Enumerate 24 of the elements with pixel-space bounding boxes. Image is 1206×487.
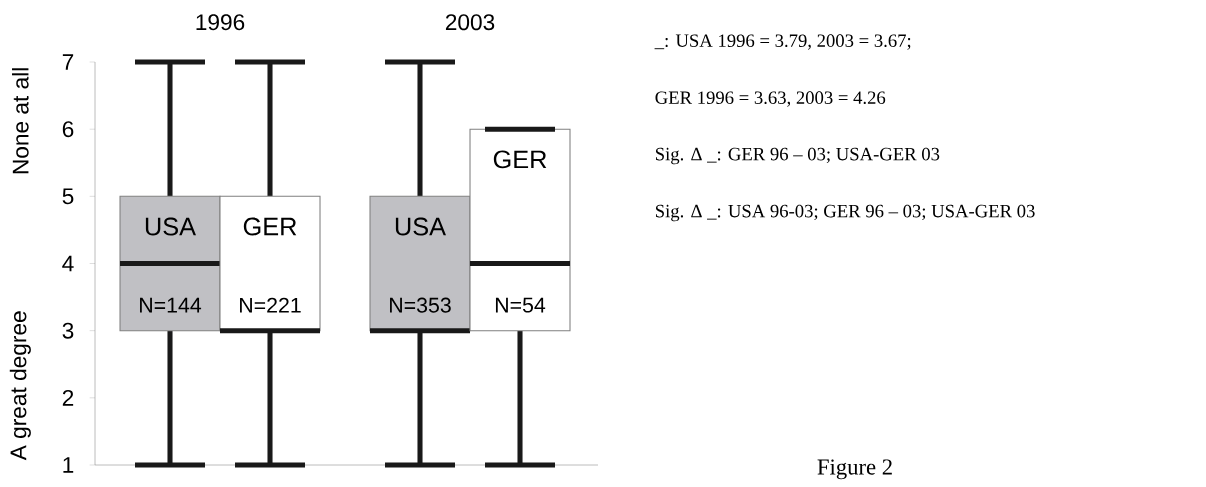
y-tick-label: 1 [63, 457, 74, 473]
y-tick-label: 3 [62, 322, 74, 339]
y-tick-label: 4 [62, 255, 74, 272]
caption: Figure 2 [817, 459, 892, 480]
text: USA [395, 217, 446, 236]
x-tick-label: 1996 [196, 14, 245, 31]
text: GER 1996 = 3.63, 2003 = 4.26 [655, 91, 886, 107]
x-tick-label: 2003 [445, 14, 495, 31]
text: _: USA 1996 = 3.79, 2003 = 3.67; [654, 34, 911, 50]
text: Sig. Δ _: USA 96-03; GER 96 – 03; USA-GER 03 [655, 204, 1035, 222]
series-label: GER [243, 217, 297, 236]
y-tick-label: 5 [62, 188, 74, 205]
y-tick-label: 7 [62, 54, 74, 70]
text: Sig. Δ _: GER 96 – 03; USA-GER 03 [655, 147, 940, 165]
text: N=221 [240, 297, 301, 313]
y-tick-label: 6 [62, 121, 74, 138]
text: GER [493, 150, 547, 169]
text: N=353 [390, 297, 451, 313]
text: None at all [12, 68, 29, 174]
y-tick-label: 2 [62, 389, 74, 406]
text: N=54 [495, 297, 546, 313]
text: A great degree [9, 311, 31, 461]
series-label: USA [145, 217, 196, 236]
text: N=144 [140, 297, 202, 313]
